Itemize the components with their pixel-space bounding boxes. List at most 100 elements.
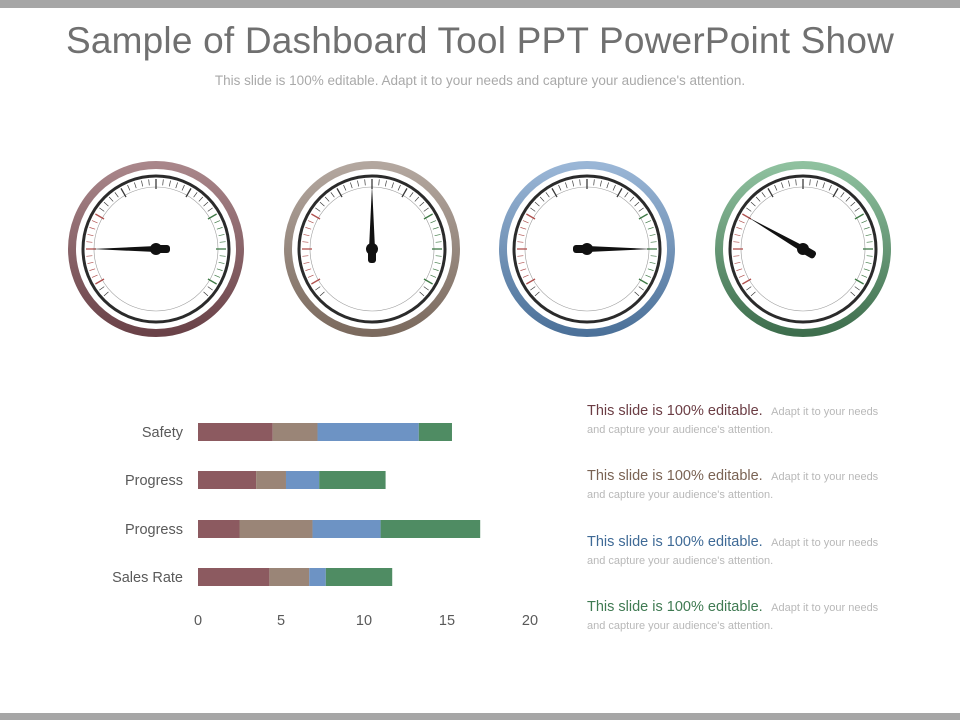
gauge-tick	[638, 286, 644, 291]
note-heading-3: This slide is 100% editable.	[587, 534, 763, 550]
bar-segment	[256, 471, 286, 489]
gauge-tick	[134, 182, 137, 189]
gauge-tick	[866, 255, 873, 257]
gauge-tick	[638, 207, 644, 212]
bar-segment	[198, 423, 273, 441]
gauge-tick	[638, 278, 648, 285]
x-tick-label: 5	[277, 613, 285, 629]
gauge-tick	[305, 227, 312, 230]
gauge-tick	[99, 286, 105, 291]
gauge-tick	[384, 180, 387, 187]
gauge-tick	[432, 268, 439, 271]
gauge-tick	[520, 268, 527, 271]
gauge-ticks	[302, 179, 442, 297]
gauge-tick	[865, 261, 872, 264]
gauge-ring	[715, 161, 891, 337]
gauge-tick	[828, 184, 832, 191]
gauge-tick	[746, 286, 752, 291]
gauge-tick	[91, 220, 98, 224]
x-tick-label: 0	[194, 613, 202, 629]
gauge-tick	[89, 227, 96, 230]
gauge-tick	[203, 291, 209, 297]
gauge-tick	[624, 192, 629, 198]
x-tick-label: 10	[356, 613, 372, 629]
note-item-4: This slide is 100% editable. Adapt it to…	[587, 598, 887, 634]
gauge-tick	[168, 180, 171, 187]
gauge-tick	[303, 234, 310, 237]
gauge-tick	[207, 286, 213, 291]
gauge-ticks	[517, 179, 657, 297]
gauge-tick	[861, 274, 868, 278]
gauge-tick	[850, 201, 856, 207]
gauge-tick	[809, 179, 811, 186]
gauge-tick	[647, 268, 654, 271]
gauge-tick	[181, 184, 185, 191]
gauge-tick	[572, 180, 575, 187]
bar-segment	[198, 520, 240, 538]
gauge-hub	[797, 243, 809, 255]
gauge-hub	[581, 243, 593, 255]
gauge-tick	[175, 182, 178, 189]
gauge-tick	[522, 220, 529, 224]
gauge-tick	[216, 227, 223, 230]
note-text-1: Adapt it to your needs and capture your …	[587, 406, 879, 436]
gauge-tick	[854, 207, 860, 212]
gauge-tick	[545, 192, 550, 198]
gauge-tick	[606, 182, 609, 189]
gauge-tick	[207, 213, 217, 220]
note-item-3: This slide is 100% editable. Adapt it to…	[587, 533, 887, 569]
gauge-tick	[303, 261, 310, 264]
bar-segment	[325, 568, 393, 586]
gauge-tick	[423, 213, 433, 220]
gauge-tick	[850, 291, 856, 297]
gauge-tick	[218, 234, 225, 237]
gauge-tick	[419, 201, 425, 207]
gauge-tick	[305, 268, 312, 271]
gauge-tick	[435, 241, 442, 243]
gauge-tick	[845, 196, 851, 202]
gauge-tick	[114, 192, 119, 198]
gauge-tick	[120, 188, 127, 198]
gauge-tick	[127, 184, 131, 191]
category-label: Sales Rate	[112, 570, 183, 586]
note-text-3: Adapt it to your needs and capture your …	[587, 537, 879, 567]
gauge-tick	[647, 227, 654, 230]
gauge-tick	[214, 220, 221, 224]
gauge-tick	[854, 286, 860, 291]
bar-segment	[198, 568, 270, 586]
gauge-tick	[650, 255, 657, 257]
gauge-tick	[219, 241, 226, 243]
gauge-tick	[645, 274, 652, 278]
gauge-tick	[534, 201, 540, 207]
gauge-tick	[733, 255, 740, 257]
gauge-tick	[649, 261, 656, 264]
bar-segment	[317, 423, 419, 441]
gauge-ticks	[733, 179, 873, 297]
x-tick-label: 15	[439, 613, 455, 629]
gauge-tick	[645, 220, 652, 224]
gauge-tick	[218, 261, 225, 264]
gauge-tick	[795, 179, 797, 186]
gauge-tick	[612, 184, 616, 191]
needle-pointer	[747, 217, 805, 252]
gauge-tick	[539, 196, 545, 202]
gauge-tick	[409, 192, 414, 198]
gauge-tick	[854, 213, 864, 220]
bar-segment	[309, 568, 326, 586]
gauge-tick	[734, 234, 741, 237]
gauge-tick	[99, 207, 105, 212]
gauge-ring	[68, 161, 244, 337]
gauge-tick	[311, 278, 321, 285]
gauge-tick	[330, 192, 335, 198]
gauge-tick	[761, 192, 766, 198]
gauge-tick	[219, 255, 226, 257]
bar-segment	[239, 520, 313, 538]
gauge-row	[68, 161, 891, 337]
gauge-tick	[148, 179, 150, 186]
gauge-tick	[750, 201, 756, 207]
bar-segment	[285, 471, 320, 489]
gauge-tick	[216, 268, 223, 271]
gauge-tick	[319, 291, 325, 297]
gauge-tick	[593, 179, 595, 186]
gauge-tick	[750, 291, 756, 297]
